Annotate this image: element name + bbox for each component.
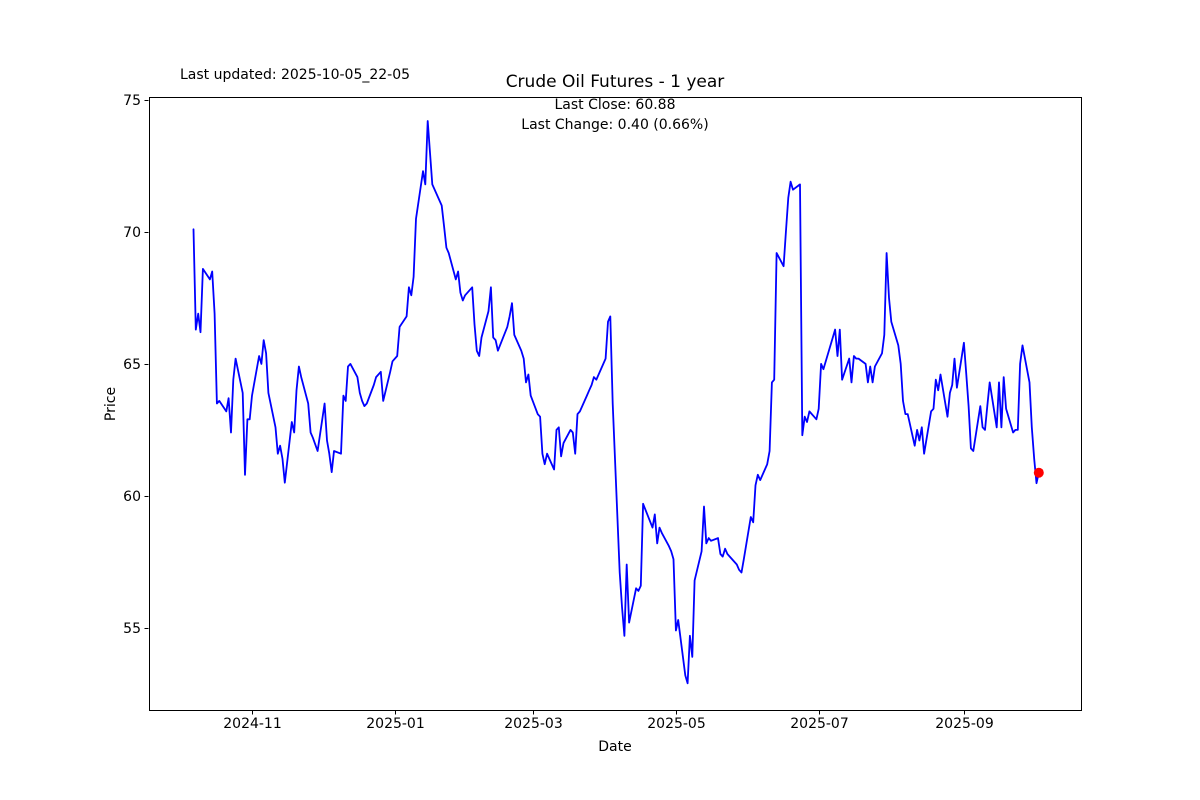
y-tick-label: 55 (123, 620, 141, 637)
x-tick-label: 2025-01 (366, 716, 425, 732)
last-close-text: Last Close: 60.88 (554, 97, 676, 113)
x-tick-label: 2025-09 (935, 716, 994, 732)
x-axis-label: Date (598, 739, 632, 755)
price-line (192, 120, 1040, 685)
y-tick-label: 65 (123, 356, 141, 373)
x-tick-label: 2025-03 (504, 716, 563, 732)
y-tick-label: 60 (123, 488, 141, 505)
y-tick-label: 70 (123, 224, 141, 241)
last-change-text: Last Change: 0.40 (0.66%) (521, 117, 709, 133)
x-tick-label: 2024-11 (223, 716, 282, 732)
y-tick-label: 75 (123, 92, 141, 109)
last-updated-text: Last updated: 2025-10-05_22-05 (180, 67, 411, 83)
x-tick-label: 2025-05 (647, 716, 706, 732)
x-tick-label: 2025-07 (790, 716, 849, 732)
last-close-marker (1033, 467, 1044, 478)
axes-spines (149, 97, 1082, 711)
chart-title: Crude Oil Futures - 1 year (505, 72, 725, 92)
last-close-annotation: Last Close: 60.88 Last Change: 0.40 (0.6… (149, 95, 1081, 135)
